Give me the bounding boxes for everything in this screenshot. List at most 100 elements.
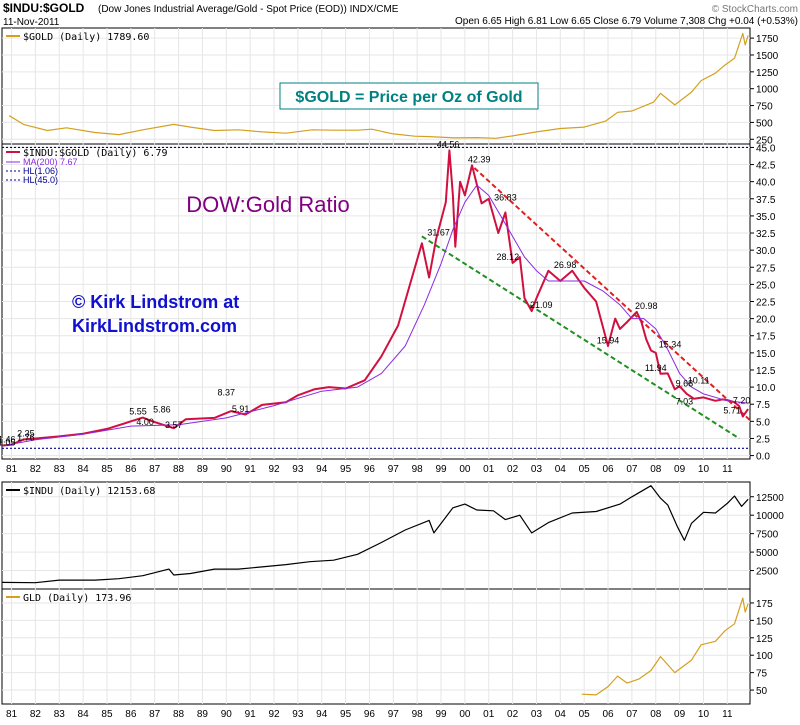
y-tick-label: 1250: [756, 68, 779, 79]
x-tick-label: 93: [292, 464, 304, 475]
point-label: 15.94: [597, 335, 620, 345]
gold-line: [8, 32, 749, 139]
series-layer: [1, 32, 752, 696]
y-tick-label: 25.0: [756, 280, 776, 291]
x-tick-label: 92: [268, 464, 280, 475]
point-label: 15.34: [659, 340, 682, 350]
x-tick-label: 00: [459, 464, 471, 475]
x-tick-label: 88: [173, 464, 185, 475]
x-tick-label: 91: [245, 709, 257, 720]
hl-high-legend-text: HL(45.0): [23, 175, 58, 185]
y-tick-label: 175: [756, 599, 773, 610]
y-tick-label: 2500: [756, 567, 779, 578]
y-tick-label: 30.0: [756, 246, 776, 257]
x-tick-label: 04: [555, 464, 567, 475]
x-tick-label: 04: [555, 709, 567, 720]
point-label: 1.76: [17, 433, 35, 443]
x-tick-label: 86: [125, 464, 137, 475]
dow-panel: [1, 481, 751, 590]
point-label: 31.67: [427, 228, 450, 238]
x-tick-label: 85: [101, 709, 113, 720]
x-tick-label: 94: [316, 464, 328, 475]
y-tick-label: 45.0: [756, 143, 776, 154]
y-tick-label: 20.0: [756, 315, 776, 326]
x-tick-label: 90: [221, 709, 233, 720]
ratio-legend-text: $INDU:$GOLD (Daily) 6.79: [23, 148, 168, 159]
watermark: © StockCharts.com: [712, 4, 798, 15]
x-tick-label: 99: [435, 464, 447, 475]
point-label: 3.57: [165, 420, 183, 430]
point-label: 10.11: [688, 375, 710, 385]
ratio-legend: $INDU:$GOLD (Daily) 6.79 MA(200) 7.67 HL…: [6, 148, 168, 185]
point-label: 21.09: [530, 300, 553, 310]
x-tick-label: 91: [245, 464, 257, 475]
y-tick-label: 32.5: [756, 229, 776, 240]
y-tick-label: 42.5: [756, 161, 776, 172]
x-tick-label: 88: [173, 709, 185, 720]
x-tick-label: 81: [6, 709, 18, 720]
x-tick-label: 81: [6, 464, 18, 475]
y-tick-label: 40.0: [756, 178, 776, 189]
copyright-line1: © Kirk Lindstrom at: [72, 292, 239, 312]
x-tick-label: 87: [149, 709, 161, 720]
x-tick-label: 92: [268, 709, 280, 720]
point-label: 5.71: [723, 405, 741, 415]
gold-legend: $GOLD (Daily) 1789.60: [6, 32, 149, 43]
x-tick-label: 99: [435, 709, 447, 720]
x-tick-label: 00: [459, 709, 471, 720]
ma200-line: [1, 184, 749, 447]
point-label: 36.83: [494, 192, 517, 202]
x-tick-label: 96: [364, 709, 376, 720]
y-tick-label: 17.5: [756, 332, 776, 343]
grid-layer: [2, 28, 750, 704]
dow-legend-text: $INDU (Daily) 12153.68: [23, 486, 155, 497]
point-label: 1.05: [0, 437, 16, 447]
x-tick-label: 05: [579, 464, 591, 475]
support-trendline: [421, 235, 740, 440]
y-tick-label: 7.5: [756, 400, 770, 411]
y-tick-label: 27.5: [756, 263, 776, 274]
x-tick-label: 06: [602, 464, 614, 475]
x-tick-label: 83: [54, 709, 66, 720]
point-label: 7.20: [733, 395, 751, 405]
x-tick-label: 07: [626, 709, 638, 720]
x-tick-label: 82: [30, 464, 42, 475]
x-tick-label: 82: [30, 709, 42, 720]
point-label: 4.00: [136, 417, 154, 427]
chart-description: (Dow Jones Industrial Average/Gold - Spo…: [98, 4, 399, 15]
chart-symbol: $INDU:$GOLD: [3, 1, 85, 15]
y-tick-label: 500: [756, 118, 773, 129]
gld-legend: GLD (Daily) 173.96: [6, 593, 131, 604]
x-tick-label: 94: [316, 709, 328, 720]
point-label: 5.91: [232, 404, 250, 414]
point-label: 5.86: [153, 404, 171, 414]
resistance-trendline: [473, 167, 752, 423]
x-tick-label: 95: [340, 709, 352, 720]
x-tick-label: 87: [149, 464, 161, 475]
y-tick-label: 1750: [756, 34, 779, 45]
point-label: 28.12: [497, 252, 520, 262]
x-tick-label: 89: [197, 709, 209, 720]
y-tick-label: 5.0: [756, 417, 770, 428]
x-tick-label: 85: [101, 464, 113, 475]
point-label: 9.68: [676, 378, 694, 388]
point-label: 8.37: [218, 387, 236, 397]
x-tick-label: 06: [602, 709, 614, 720]
x-tick-label: 11: [722, 709, 733, 720]
point-label-layer: 1.461.052.351.76 5.55 5.86 4.00 3.57 8.37 5.91…: [0, 139, 750, 447]
y-tick-label: 12500: [756, 493, 784, 504]
point-label: 5.55: [129, 407, 147, 417]
point-label: 44.56: [437, 139, 460, 149]
tick-layer: 25050075010001250150017500.02.55.07.510.…: [6, 34, 784, 720]
gld-line: [581, 597, 749, 696]
y-tick-label: 37.5: [756, 195, 776, 206]
y-tick-label: 12.5: [756, 366, 776, 377]
x-tick-label: 01: [483, 464, 495, 475]
gold-caption-box: $GOLD = Price per Oz of Gold: [279, 82, 539, 110]
x-tick-label: 01: [483, 709, 495, 720]
point-label: 11.94: [645, 363, 667, 373]
y-tick-label: 15.0: [756, 349, 776, 360]
hl-low-legend-text: HL(1.06): [23, 166, 58, 176]
y-tick-label: 50: [756, 686, 768, 697]
y-tick-label: 125: [756, 634, 773, 645]
